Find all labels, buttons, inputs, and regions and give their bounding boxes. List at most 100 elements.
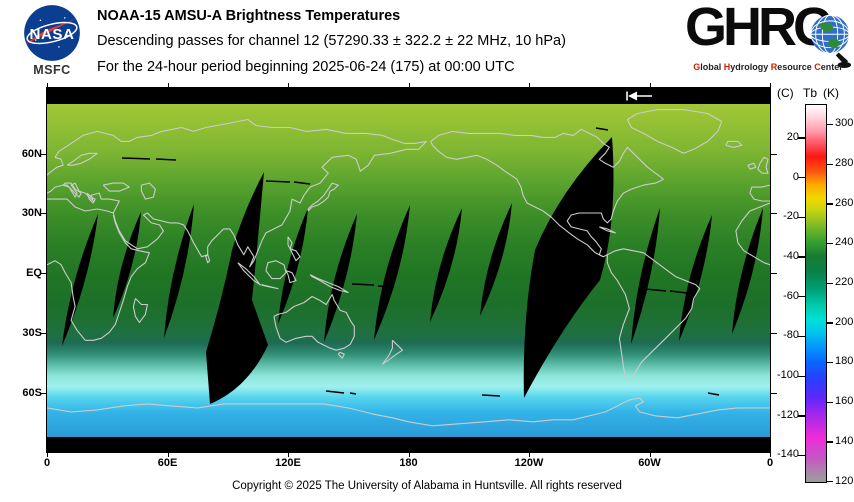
kelvin-tick-mark bbox=[826, 441, 833, 443]
coastline bbox=[47, 141, 427, 268]
coastline bbox=[626, 109, 723, 154]
lat-tick-mark bbox=[770, 273, 777, 275]
lat-tick-mark bbox=[770, 333, 777, 335]
coastline bbox=[381, 339, 404, 365]
kelvin-tick-mark bbox=[826, 322, 833, 324]
kelvin-tick-mark bbox=[826, 203, 833, 205]
coastline bbox=[599, 226, 616, 234]
lat-tick-label: 30S bbox=[22, 326, 42, 339]
ghrc-subtitle-capital: C bbox=[814, 62, 821, 72]
missing-data-swath bbox=[324, 214, 357, 342]
no-data-band-bottom bbox=[47, 437, 770, 452]
coastline bbox=[749, 184, 770, 202]
lon-tick-mark bbox=[649, 452, 651, 457]
ghrc-subtitle-text: lobal bbox=[700, 62, 724, 72]
coastline bbox=[66, 152, 98, 166]
lat-tick-mark bbox=[40, 393, 47, 395]
missing-data-swath bbox=[113, 212, 141, 318]
nasa-logo: NASA MSFC bbox=[12, 4, 92, 77]
coastline bbox=[265, 260, 287, 280]
coastline bbox=[430, 128, 664, 180]
colorbar-header-celsius: (C) bbox=[777, 86, 794, 100]
kelvin-tick-label: 120 bbox=[835, 474, 854, 487]
pass-boundary-dash bbox=[265, 180, 291, 183]
lon-tick-mark bbox=[408, 452, 410, 457]
pass-boundary-dash bbox=[349, 392, 357, 395]
lon-tick-label: 60W bbox=[638, 457, 661, 469]
coastline bbox=[430, 141, 604, 258]
map-canvas bbox=[47, 88, 770, 452]
coastline bbox=[62, 182, 82, 198]
coastline bbox=[606, 248, 701, 381]
colorbar-header-kelvin: (K) bbox=[823, 86, 839, 100]
colorbar-header-tb: Tb bbox=[803, 86, 818, 100]
arrow-head-icon bbox=[628, 91, 637, 101]
missing-data-swath bbox=[62, 214, 98, 346]
subtitle-channel: Descending passes for channel 12 (57290.… bbox=[97, 33, 566, 49]
lat-tick-label: 60S bbox=[22, 386, 42, 399]
lat-tick-mark bbox=[770, 154, 777, 156]
missing-data-swath bbox=[523, 137, 614, 398]
missing-data-swath bbox=[206, 172, 268, 404]
pass-boundary-dash bbox=[351, 283, 375, 286]
coastline bbox=[747, 162, 757, 170]
ghrc-logo: GHRC Global Hydrology Resource Center bbox=[683, 0, 853, 72]
lon-tick-mark bbox=[167, 83, 169, 88]
celsius-tick-label: -20 bbox=[783, 210, 799, 223]
lon-tick-mark bbox=[529, 452, 531, 457]
lat-tick-mark bbox=[40, 213, 47, 215]
coastline bbox=[259, 284, 279, 290]
nasa-insignia-icon: NASA bbox=[24, 5, 80, 61]
coastline bbox=[735, 202, 770, 266]
lat-tick-mark bbox=[40, 154, 47, 156]
lon-tick-mark bbox=[770, 452, 772, 457]
ghrc-subtitle-text: ydrology bbox=[730, 62, 771, 72]
celsius-tick-mark bbox=[798, 256, 805, 258]
kelvin-tick-label: 280 bbox=[835, 157, 854, 170]
kelvin-tick-mark bbox=[826, 282, 833, 284]
lon-tick-mark bbox=[47, 452, 49, 457]
lon-tick-label: 120E bbox=[275, 457, 301, 469]
coastline bbox=[566, 178, 664, 258]
msfc-label: MSFC bbox=[33, 63, 71, 77]
subtitle-period: For the 24-hour period beginning 2025-06… bbox=[97, 59, 515, 75]
pass-boundary-dash bbox=[121, 157, 151, 160]
kelvin-tick-mark bbox=[826, 401, 833, 403]
coastline bbox=[285, 270, 297, 284]
coastline bbox=[47, 156, 64, 176]
ghrc-acronym: GHRC bbox=[685, 0, 832, 57]
lat-tick-label: 30N bbox=[21, 206, 42, 219]
missing-data-swath bbox=[278, 208, 308, 324]
celsius-tick-mark bbox=[798, 216, 805, 219]
celsius-tick-mark bbox=[798, 415, 805, 417]
page-title: NOAA-15 AMSU-A Brightness Temperatures bbox=[97, 8, 401, 24]
kelvin-tick-mark bbox=[826, 163, 833, 165]
celsius-tick-label: -60 bbox=[783, 289, 799, 302]
missing-data-swath bbox=[374, 205, 410, 340]
coastline bbox=[47, 397, 770, 427]
lat-tick-mark bbox=[770, 213, 777, 215]
kelvin-tick-mark bbox=[826, 123, 833, 126]
celsius-tick-mark bbox=[798, 177, 805, 179]
lon-tick-mark bbox=[47, 83, 49, 88]
lon-tick-label: 180 bbox=[399, 457, 418, 469]
celsius-tick-label: 0 bbox=[792, 170, 799, 183]
globe-icon bbox=[810, 14, 852, 68]
coastline bbox=[86, 192, 96, 204]
celsius-tick-mark bbox=[798, 137, 805, 139]
title-block: NOAA-15 AMSU-A Brightness Temperatures D… bbox=[97, 9, 566, 86]
coastline bbox=[337, 351, 345, 359]
lat-tick-label: 60N bbox=[21, 147, 42, 160]
coastline bbox=[47, 198, 114, 214]
svg-text:NASA: NASA bbox=[29, 26, 74, 43]
pass-boundary-dash bbox=[595, 127, 609, 131]
missing-data-swath bbox=[679, 215, 712, 341]
lon-tick-mark bbox=[408, 83, 410, 88]
celsius-tick-label: -120 bbox=[776, 408, 799, 421]
lon-tick-mark bbox=[288, 83, 290, 88]
lon-tick-mark bbox=[649, 83, 651, 88]
coastline bbox=[309, 274, 349, 294]
kelvin-tick-mark bbox=[826, 361, 833, 364]
ghrc-subtitle-capital: R bbox=[770, 62, 778, 72]
colorbar bbox=[805, 104, 827, 483]
